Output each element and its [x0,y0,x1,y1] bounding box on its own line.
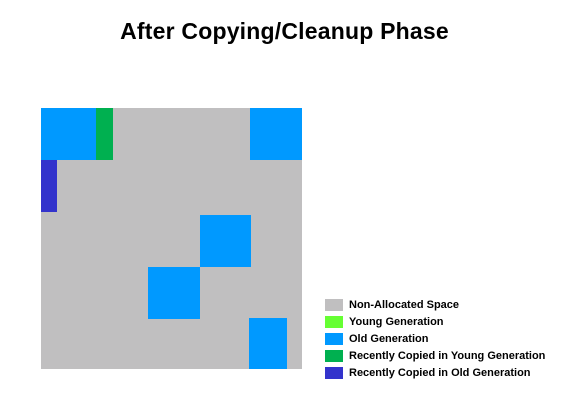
old-generation-block-bottom [249,318,287,369]
legend-label: Non-Allocated Space [349,298,460,311]
legend-swatch-young-generation [325,315,343,328]
legend-item-recent-old: Recently Copied in Old Generation [325,364,565,381]
legend-item-young-generation: Young Generation [325,313,565,330]
legend-label: Recently Copied in Young Generation [349,349,546,362]
legend-label: Young Generation [349,315,444,328]
legend-label: Recently Copied in Old Generation [349,366,531,379]
legend-swatch-non-allocated [325,298,343,311]
recently-copied-young-block [96,108,113,160]
legend-item-old-generation: Old Generation [325,330,565,347]
diagram-title: After Copying/Cleanup Phase [120,18,449,44]
old-generation-block-top-right [250,108,302,160]
legend-item-recent-young: Recently Copied in Young Generation [325,347,565,364]
legend-swatch-old-generation [325,332,343,345]
heap-memory-grid [41,108,302,369]
legend-label: Old Generation [349,332,429,345]
legend-swatch-recent-old [325,366,343,379]
old-generation-block-middle [200,215,251,267]
recently-copied-old-block [41,160,57,212]
old-generation-block-top-left [41,108,96,160]
old-generation-block-lower [148,267,200,319]
legend: Non-Allocated Space Young Generation Old… [325,296,565,381]
legend-swatch-recent-young [325,349,343,362]
legend-item-non-allocated: Non-Allocated Space [325,296,565,313]
